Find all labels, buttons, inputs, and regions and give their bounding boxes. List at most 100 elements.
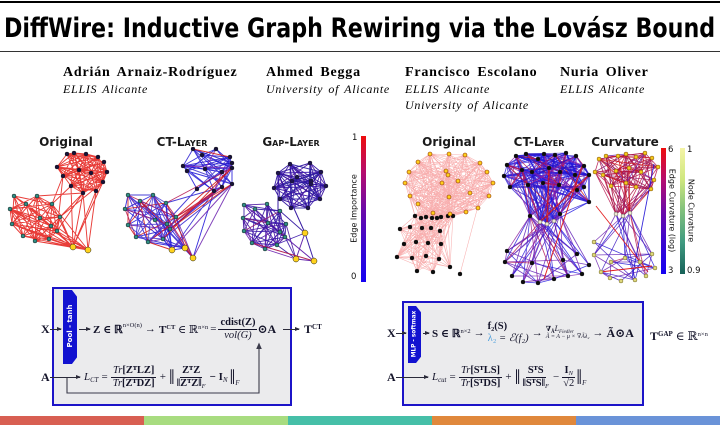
ct-z-term: Z ∈ ℝ [93, 323, 123, 336]
gap-output-t: T [650, 329, 659, 343]
ct-arrow-x-to-pool [50, 326, 62, 331]
gap-frac3-num-sub: N [568, 370, 573, 378]
gap-flow-arrow-1: → [473, 327, 485, 339]
ct-output-t: T [304, 322, 313, 336]
gap-norm-sub: F [582, 379, 587, 387]
footer-band-segment-4 [432, 416, 576, 425]
gap-loss: L [432, 371, 439, 383]
gap-grad-bottom: Ã = A − μ × ∇Ãλ₂ [545, 334, 590, 341]
gap-f2-top-text: f₂(S) [487, 321, 508, 333]
gap-arrow-mlp-to-s [423, 330, 430, 335]
gap-nabla-sub: Ã [550, 330, 555, 336]
ct-t-group: TCT ∈ ℝn×n [159, 323, 208, 336]
ct-arrow-a-to-loss [50, 374, 81, 379]
gap-frac2-den-b: ‖SᵀS‖ [522, 377, 545, 389]
gap-input-x: X [387, 326, 396, 340]
gap-row1: S ∈ ℝn×2 → f₂(S) λ₂ = ℰ(f₂) → ∇ÃLFiedler… [432, 317, 634, 349]
ct-input-a: A [41, 370, 50, 384]
gap-row2: Lcut = Tr[SᵀLS] Tr[SᵀDS] + ‖ SᵀS ‖SᵀS‖F − … [432, 364, 587, 390]
ct-loss-sub: CT [90, 377, 99, 385]
graph-right-ct-layer [501, 150, 592, 286]
gap-loss-frac2: SᵀS ‖SᵀS‖F [520, 365, 551, 390]
author-1: Adrián Arnaiz-Rodríguez ELLIS Alicante [63, 65, 238, 97]
panel-label-left-gap-layer: Gap-Layer [262, 135, 320, 149]
author-affiliation-2: University of Alicante [405, 98, 529, 112]
ct-arrow-pool-to-z [79, 326, 91, 331]
gap-loss-frac3: IN √2 [561, 365, 576, 389]
ct-hadamard: ⊙A [257, 321, 277, 336]
mlp-softmax-label: MLP - softmax [411, 310, 418, 358]
gap-arrow-a-to-loss [396, 374, 429, 379]
footer-band-segment-5 [576, 416, 720, 425]
ct-frac2-num: ZᵀZ [180, 365, 203, 378]
gap-loss-eq: = [449, 371, 456, 383]
ct-row2: LCT = Tr[ZᵀLZ] Tr[ZᵀDZ] + ‖ ZᵀZ ‖ZᵀZ‖F − I… [84, 364, 240, 390]
colorbar-node-curvature-top-tick: 1 [687, 145, 693, 155]
gap-f2-stack: f₂(S) λ₂ = ℰ(f₂) [488, 321, 529, 344]
gap-s-group: S ∈ ℝn×2 [432, 327, 471, 340]
header-top-rule [0, 1, 720, 4]
colorbar-edge-curvature-bottom-tick: 3 [668, 266, 674, 276]
gap-flow-arrow-3: → [592, 327, 604, 339]
colorbar-edge-curvature-top-tick: 6 [668, 145, 674, 155]
gap-loss-group: Lcut [432, 371, 447, 385]
gap-arrow-x-to-mlp [396, 330, 407, 335]
gap-nabla: ∇ [545, 325, 551, 334]
gap-frac2-num: SᵀS [525, 365, 546, 378]
author-3: Francisco Escolano ELLIS Alicante Univer… [405, 65, 537, 113]
ct-loss-frac1: Tr[ZᵀLZ] Tr[ZᵀDZ] [110, 365, 157, 389]
colorbar-node-curvature-bottom-tick: 0.9 [687, 266, 701, 276]
colorbar-edge-importance-top-tick: 1 [352, 133, 358, 143]
gap-grad-top: ∇ÃLFiedler [545, 324, 574, 336]
ct-minus-sub: N [222, 377, 228, 385]
ct-frac1-num: Tr[ZᵀLZ] [110, 365, 157, 378]
gap-grad-L-sub: Fiedler [559, 330, 574, 336]
header-bottom-rule [0, 50, 720, 53]
paper-title: DiffWire: Inductive Graph Rewiring via t… [4, 13, 716, 44]
panel-label-left-original: Original [39, 135, 93, 149]
author-affiliation: University of Alicante [266, 82, 390, 96]
ct-layer-feedback-arrow [66, 342, 262, 394]
ct-frac1-num-b: [ZᵀLZ] [122, 365, 155, 377]
gap-frac1-num: Tr[SᵀLS] [458, 365, 503, 378]
graph-left-ct-layer [122, 146, 235, 262]
gap-frac1-den-b: [SᵀDS] [470, 377, 501, 389]
colorbar-edge-importance-label: Edge Importance [349, 174, 359, 243]
gap-f2-bottom: λ₂ = ℰ(f₂) [488, 333, 529, 345]
pool-tanh-block [63, 290, 77, 364]
panel-label-left-ct-layer: CT-Layer [156, 135, 208, 149]
ct-frac2-den: ‖ZᵀZ‖F [175, 377, 208, 390]
footer-band-segment-1 [0, 416, 144, 425]
author-4: Nuria Oliver ELLIS Alicante [560, 65, 649, 97]
colorbar-edge-importance [361, 136, 366, 282]
ct-frac2-den-b: ‖ZᵀZ‖ [176, 377, 202, 389]
gap-hadamard: Ã⊙A [606, 325, 634, 340]
ct-cdist-num: cdist(Z) [218, 317, 258, 330]
gap-lambda-rest: = ℰ(f₂) [496, 333, 529, 344]
colorbar-node-curvature-label: Node Curvature [686, 178, 696, 243]
author-affiliation: ELLIS Alicante [405, 82, 491, 96]
ct-layer-box [52, 287, 292, 406]
gap-flow-arrow-2: → [531, 327, 543, 339]
gap-input-a: A [387, 370, 396, 384]
mlp-softmax-block [408, 306, 421, 363]
ct-t-sup: CT [166, 323, 176, 331]
gap-loss-sub: cut [438, 377, 447, 385]
ct-cdist-den: vol(G) [224, 329, 252, 341]
gap-output-dim: n×n [697, 331, 708, 339]
panel-label-right-ct-layer: CT-Layer [513, 135, 565, 149]
ct-loss-eq: = [101, 371, 108, 383]
gap-frac1-den-tr: Tr [460, 377, 471, 389]
ct-loss: L [84, 371, 91, 383]
gap-frac1-den: Tr[SᵀDS] [459, 378, 503, 389]
ct-frac1-den: Tr[ZᵀDZ] [111, 378, 157, 389]
ct-z-dim: n×O(n) [122, 321, 142, 329]
pool-tanh-label: Pool - tanh [66, 304, 74, 348]
ct-minus: − IN [208, 371, 230, 385]
ct-t-in: ∈ ℝ [175, 323, 199, 336]
graph-right-original [394, 151, 496, 277]
ct-output-sup: CT [312, 323, 322, 332]
panel-label-right-original: Original [422, 135, 476, 149]
